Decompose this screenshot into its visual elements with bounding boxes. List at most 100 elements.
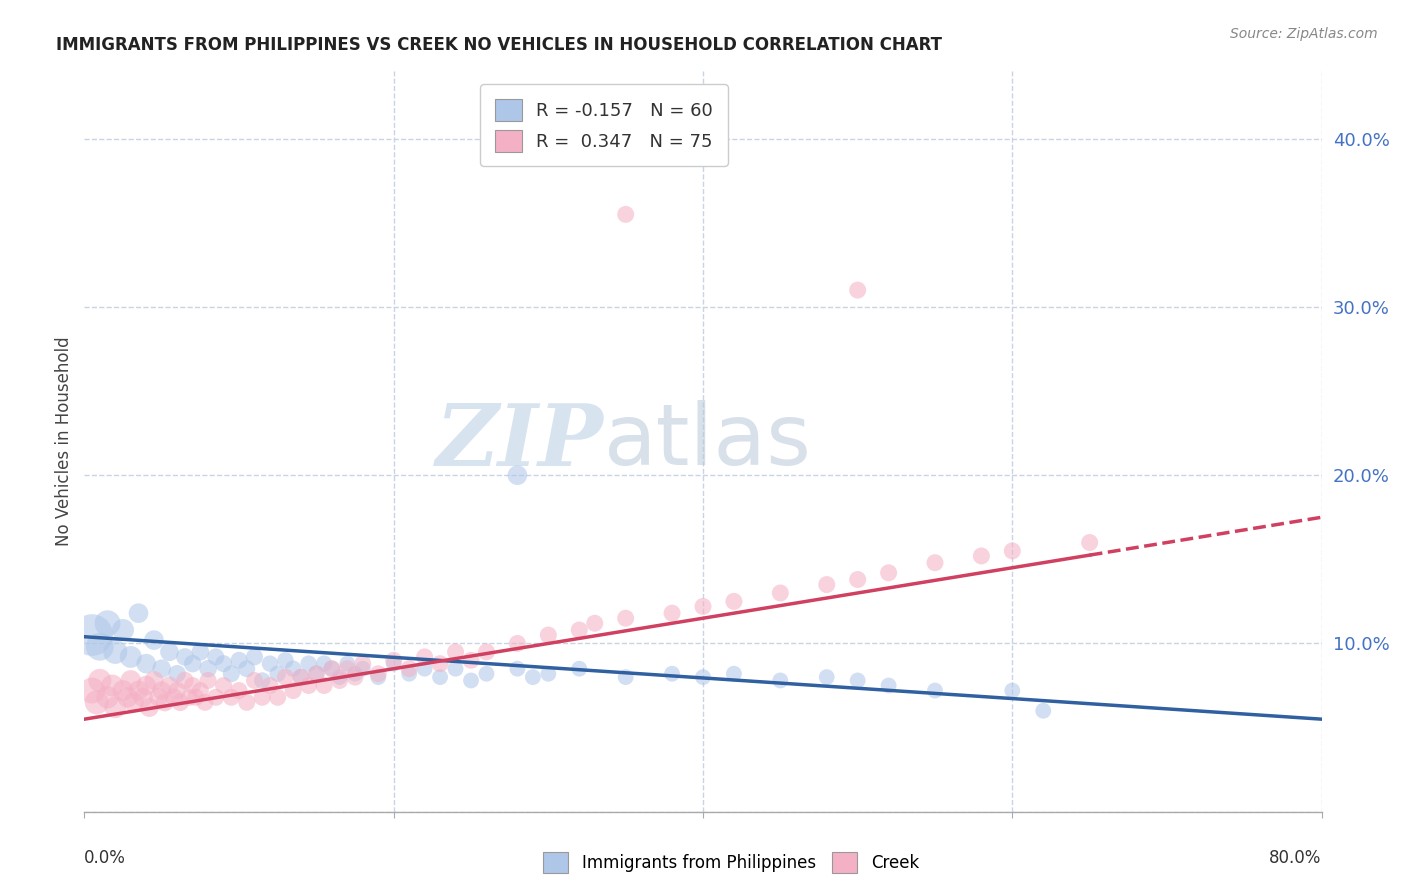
Point xyxy=(460,673,482,688)
Point xyxy=(661,606,683,620)
Point xyxy=(219,666,242,681)
Point xyxy=(367,670,389,684)
Point xyxy=(846,573,869,587)
Point xyxy=(321,662,343,676)
Point xyxy=(413,662,436,676)
Legend: R = -0.157   N = 60, R =  0.347   N = 75: R = -0.157 N = 60, R = 0.347 N = 75 xyxy=(481,84,727,166)
Point xyxy=(281,662,305,676)
Point xyxy=(181,657,204,671)
Point xyxy=(297,657,319,671)
Point xyxy=(148,690,170,705)
Point xyxy=(614,611,637,625)
Point xyxy=(96,616,118,631)
Point xyxy=(1001,683,1024,698)
Point xyxy=(117,690,139,705)
Text: ZIP: ZIP xyxy=(436,400,605,483)
Point xyxy=(267,666,290,681)
Point xyxy=(506,468,529,483)
Point xyxy=(815,670,838,684)
Point xyxy=(135,679,157,693)
Point xyxy=(89,673,111,688)
Point xyxy=(166,683,188,698)
Point xyxy=(250,673,273,688)
Point xyxy=(475,645,498,659)
Point xyxy=(614,670,637,684)
Point xyxy=(692,599,714,614)
Point xyxy=(877,566,900,580)
Point xyxy=(290,670,312,684)
Point xyxy=(352,662,374,676)
Point xyxy=(250,690,273,705)
Point xyxy=(267,690,290,705)
Point xyxy=(1032,704,1054,718)
Y-axis label: No Vehicles in Household: No Vehicles in Household xyxy=(55,336,73,547)
Point xyxy=(522,670,544,684)
Point xyxy=(138,700,160,714)
Point xyxy=(352,657,374,671)
Point xyxy=(235,662,259,676)
Point xyxy=(398,662,420,676)
Point xyxy=(127,606,149,620)
Point xyxy=(188,683,211,698)
Point xyxy=(89,640,111,654)
Point xyxy=(194,695,217,709)
Point xyxy=(143,633,166,648)
Point xyxy=(163,690,186,705)
Point xyxy=(259,657,281,671)
Point xyxy=(877,679,900,693)
Point xyxy=(328,673,352,688)
Point xyxy=(243,649,266,664)
Point xyxy=(169,695,191,709)
Point xyxy=(281,683,305,698)
Point xyxy=(924,683,946,698)
Point xyxy=(398,666,420,681)
Point xyxy=(197,673,219,688)
Point xyxy=(181,679,204,693)
Point xyxy=(568,623,591,637)
Text: 0.0%: 0.0% xyxy=(84,849,127,867)
Point xyxy=(305,666,328,681)
Point xyxy=(205,690,228,705)
Point xyxy=(219,690,242,705)
Point xyxy=(104,645,127,659)
Point xyxy=(179,690,201,705)
Point xyxy=(243,673,266,688)
Point xyxy=(444,662,467,676)
Point xyxy=(924,556,946,570)
Point xyxy=(82,683,104,698)
Point xyxy=(506,662,529,676)
Point xyxy=(228,653,250,667)
Point xyxy=(970,549,993,563)
Point xyxy=(174,673,197,688)
Point xyxy=(174,649,197,664)
Point xyxy=(153,695,176,709)
Point xyxy=(120,673,142,688)
Point xyxy=(312,679,335,693)
Point xyxy=(336,662,359,676)
Point xyxy=(336,657,359,671)
Point xyxy=(429,670,451,684)
Point xyxy=(723,666,745,681)
Point xyxy=(444,645,467,659)
Point xyxy=(1001,544,1024,558)
Point xyxy=(212,679,235,693)
Point xyxy=(769,673,792,688)
Point xyxy=(692,670,714,684)
Point xyxy=(413,649,436,664)
Point xyxy=(537,666,560,681)
Point xyxy=(197,662,219,676)
Point xyxy=(159,679,180,693)
Point xyxy=(367,666,389,681)
Point xyxy=(228,683,250,698)
Point xyxy=(112,623,135,637)
Point xyxy=(86,695,108,709)
Point xyxy=(846,673,869,688)
Point xyxy=(846,283,869,297)
Point xyxy=(475,666,498,681)
Point xyxy=(723,594,745,608)
Point xyxy=(429,657,451,671)
Point xyxy=(212,657,235,671)
Point xyxy=(150,662,173,676)
Point xyxy=(382,657,405,671)
Point xyxy=(343,666,366,681)
